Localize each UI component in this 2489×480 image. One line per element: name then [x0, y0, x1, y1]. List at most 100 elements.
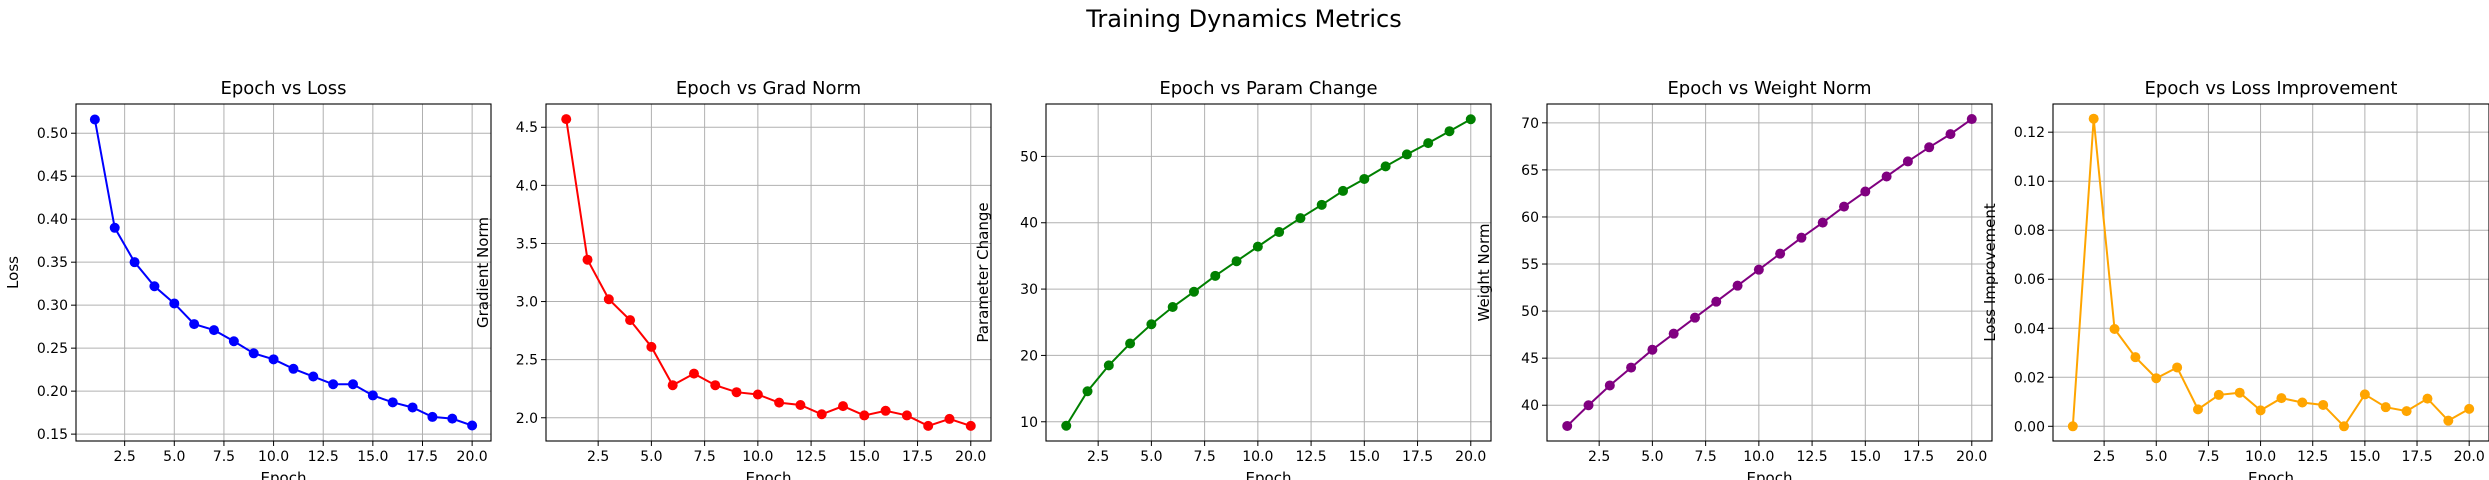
x-tick-label: 7.5	[2197, 449, 2219, 465]
data-point	[1583, 400, 1594, 411]
data-point	[1423, 138, 1434, 149]
data-point	[710, 380, 721, 391]
data-point	[427, 411, 438, 422]
data-point	[129, 257, 140, 268]
y-tick-label: 60	[1521, 210, 1539, 226]
data-point	[2297, 397, 2308, 408]
data-point	[1775, 248, 1786, 259]
y-tick-label: 0.40	[37, 212, 68, 228]
axes-frame	[2052, 103, 2489, 442]
figure-title: Training Dynamics Metrics	[1085, 5, 1401, 33]
data-point	[1210, 270, 1221, 281]
x-tick-label: 12.5	[1796, 449, 1827, 465]
y-tick-label: 4.5	[516, 120, 538, 136]
data-point	[1689, 312, 1700, 323]
data-point	[328, 379, 339, 390]
data-point	[1604, 380, 1615, 391]
x-axis-label: Epoch	[2248, 469, 2294, 480]
data-point	[880, 405, 891, 416]
y-tick-label: 65	[1521, 163, 1539, 179]
x-tick-label: 12.5	[1295, 449, 1326, 465]
data-point	[752, 389, 763, 400]
data-point	[2318, 399, 2329, 410]
data-point	[209, 325, 220, 336]
x-tick-label: 10.0	[742, 449, 773, 465]
y-axis-label: Weight Norm	[1475, 224, 1493, 322]
x-tick-label: 17.5	[2401, 449, 2432, 465]
x-tick-label: 10.0	[1743, 449, 1774, 465]
data-point	[2359, 389, 2370, 400]
data-point	[1796, 232, 1807, 243]
data-point	[149, 281, 160, 292]
subplot-title: Epoch vs Loss Improvement	[2145, 78, 2398, 99]
x-tick-label: 20.0	[2454, 449, 2485, 465]
x-tick-label: 17.5	[1903, 449, 1934, 465]
y-tick-label: 0.12	[2014, 125, 2045, 141]
y-axis-label: Gradient Norm	[474, 217, 492, 328]
data-point	[228, 336, 239, 347]
data-point	[1444, 126, 1455, 137]
x-tick-label: 7.5	[213, 449, 235, 465]
x-tick-label: 15.0	[1850, 449, 1881, 465]
y-tick-label: 10	[1020, 415, 1038, 431]
y-tick-label: 0.10	[2014, 174, 2045, 190]
data-point	[169, 298, 180, 309]
y-tick-label: 45	[1521, 351, 1539, 367]
data-point	[1146, 319, 1157, 330]
y-tick-label: 0.20	[37, 384, 68, 400]
data-point	[1167, 301, 1178, 312]
axes-frame	[1045, 103, 1492, 442]
data-point	[795, 399, 806, 410]
data-point	[1103, 360, 1114, 371]
x-tick-label: 17.5	[1402, 449, 1433, 465]
data-point	[1881, 171, 1892, 182]
x-axis-label: Epoch	[746, 469, 792, 480]
x-tick-label: 12.5	[2297, 449, 2328, 465]
y-tick-label: 0.15	[37, 427, 68, 443]
data-point	[308, 371, 319, 382]
data-point	[2192, 404, 2203, 415]
x-tick-label: 15.0	[2349, 449, 2380, 465]
data-point	[1316, 199, 1327, 210]
y-tick-label: 2.0	[516, 411, 538, 427]
axes-frame	[545, 103, 992, 442]
data-point	[944, 413, 955, 424]
data-point	[1401, 149, 1412, 160]
data-point	[1860, 186, 1871, 197]
y-tick-label: 30	[1020, 282, 1038, 298]
data-point	[1711, 296, 1722, 307]
x-axis-label: Epoch	[1747, 469, 1793, 480]
x-tick-label: 10.0	[2245, 449, 2276, 465]
x-tick-label: 2.5	[114, 449, 136, 465]
data-point	[731, 387, 742, 398]
x-tick-label: 5.0	[163, 449, 185, 465]
y-tick-label: 40	[1521, 398, 1539, 414]
data-point	[89, 114, 100, 125]
data-point	[467, 420, 478, 431]
data-point	[387, 397, 398, 408]
data-point	[2380, 402, 2391, 413]
y-axis-label: Loss	[4, 256, 22, 289]
data-point	[2255, 405, 2266, 416]
y-axis-label: Loss Improvement	[1981, 203, 1999, 342]
x-tick-label: 10.0	[258, 449, 289, 465]
x-tick-label: 15.0	[357, 449, 388, 465]
data-point	[367, 390, 378, 401]
data-point	[2443, 415, 2454, 426]
y-tick-label: 4.0	[516, 178, 538, 194]
y-tick-label: 0.50	[37, 126, 68, 142]
data-point	[688, 368, 699, 379]
y-tick-label: 0.30	[37, 298, 68, 314]
data-point	[1753, 264, 1764, 275]
x-tick-label: 7.5	[693, 449, 715, 465]
data-point	[347, 379, 358, 390]
data-point	[1231, 256, 1242, 267]
data-point	[1647, 344, 1658, 355]
data-point	[774, 397, 785, 408]
data-point	[2088, 113, 2099, 124]
data-point	[109, 222, 120, 233]
x-tick-label: 17.5	[407, 449, 438, 465]
y-tick-label: 0.04	[2014, 321, 2045, 337]
data-point	[1902, 156, 1913, 167]
data-point	[2234, 387, 2245, 398]
